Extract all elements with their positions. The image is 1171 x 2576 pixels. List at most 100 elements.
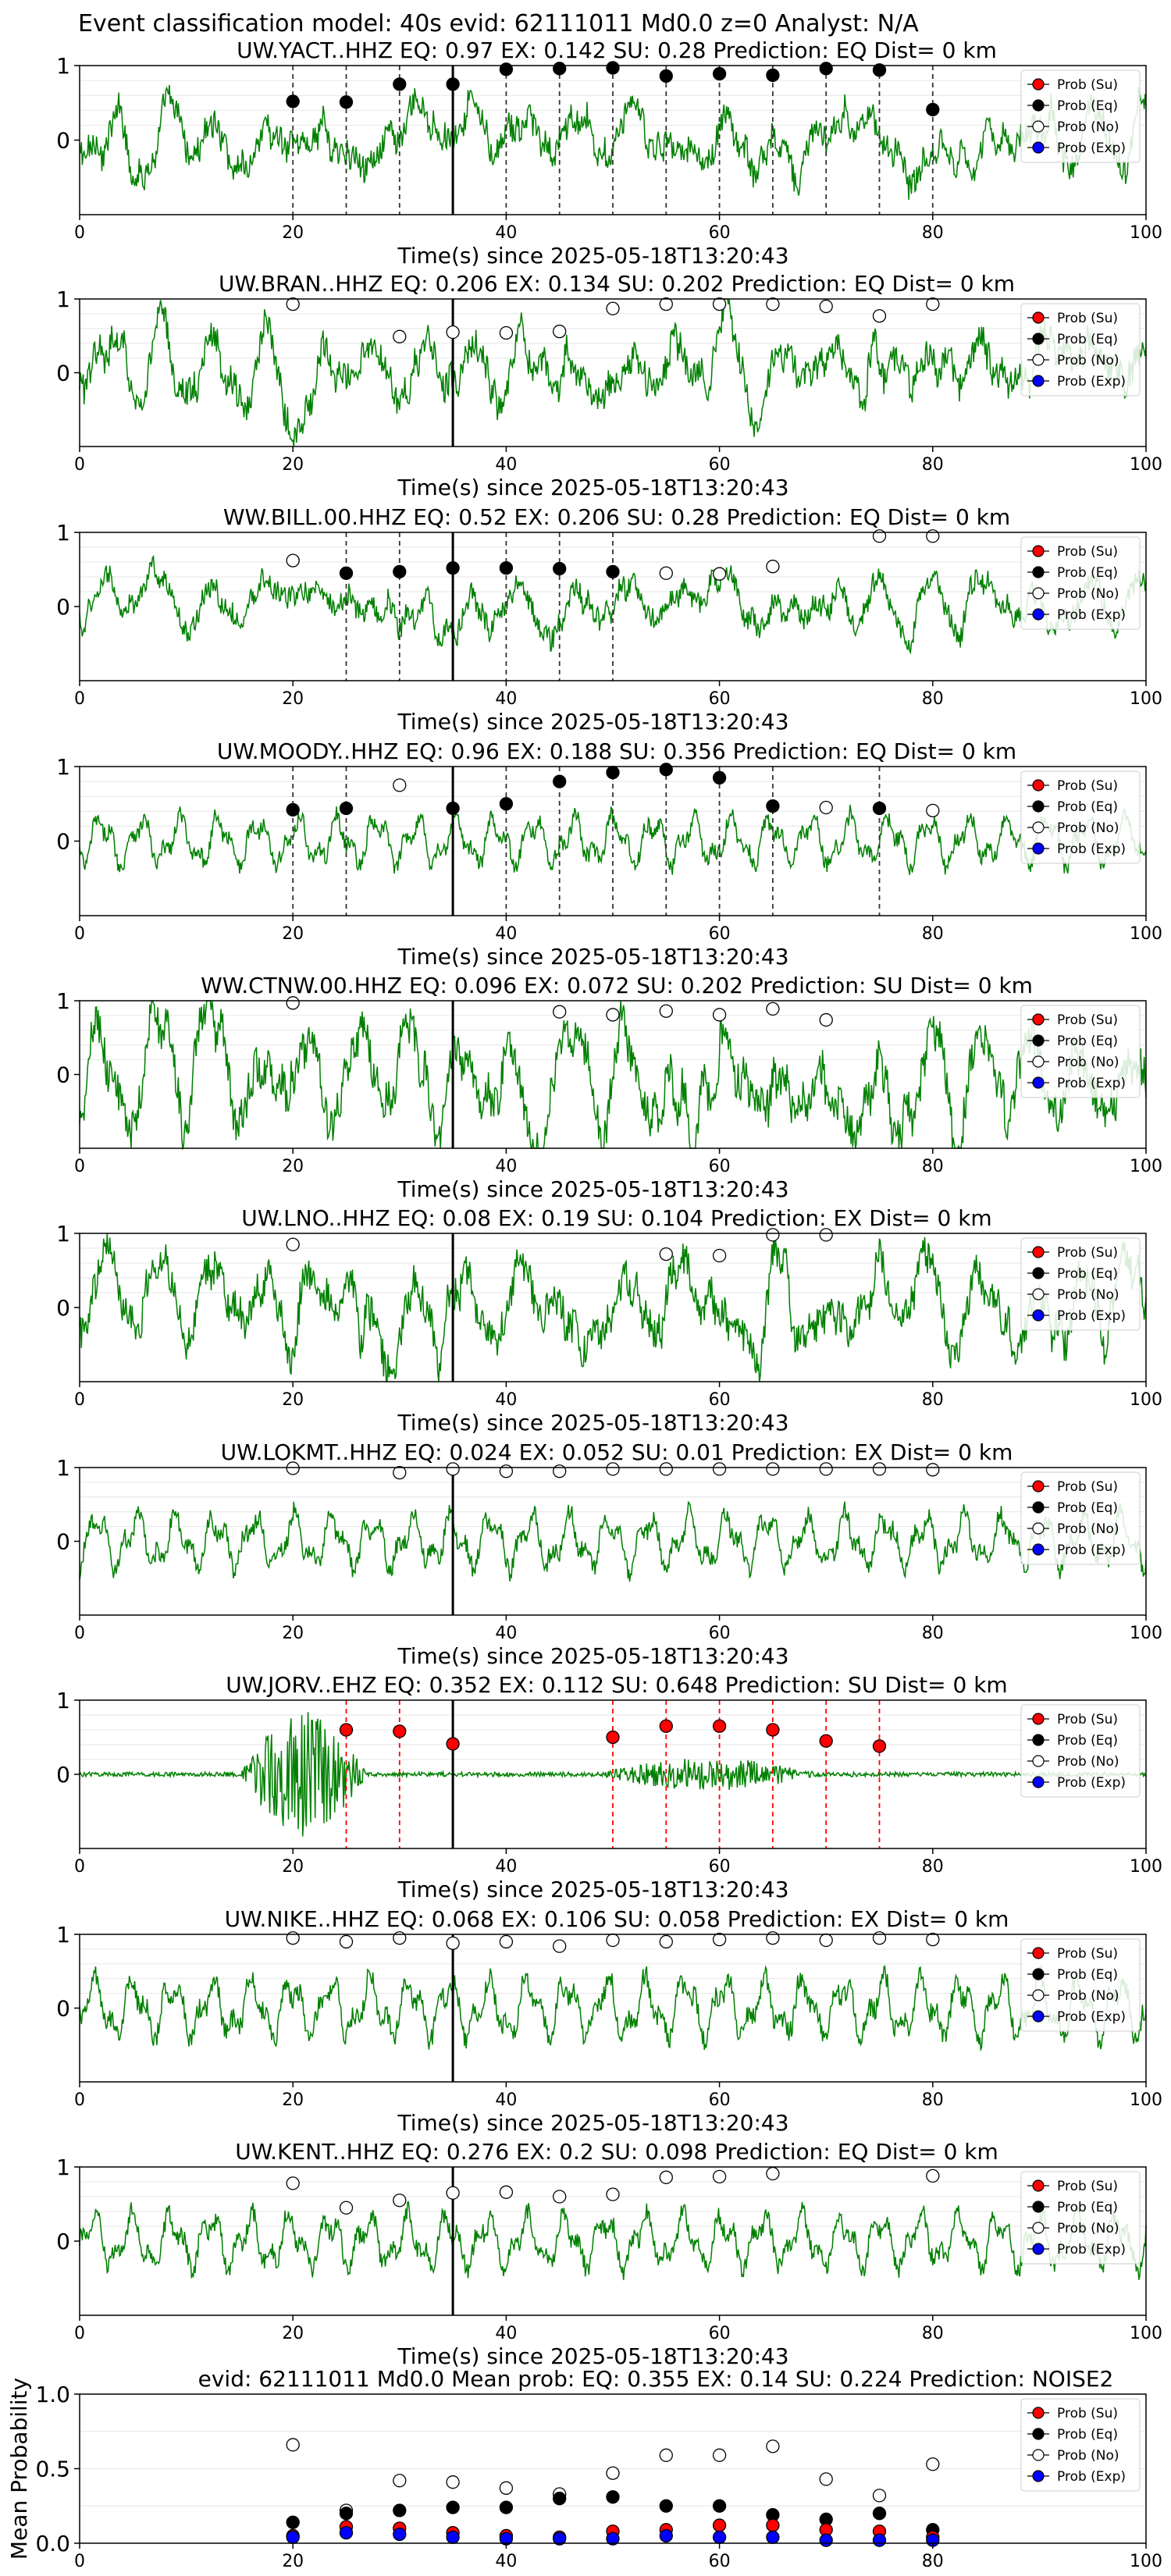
prob-point-no [926,803,940,817]
waveform-trace [79,1964,1147,2052]
subplot-2: UW.BRAN..HHZ EQ: 0.206 EX: 0.134 SU: 0.2… [56,271,1162,500]
prob-point-no [926,297,940,311]
x-tick-label: 0 [74,1624,85,1643]
legend-label-exp: Prob (Exp) [1057,1076,1126,1091]
prob-point-exp [712,2530,727,2545]
x-tick-label: 80 [922,2090,944,2110]
x-tick-label: 40 [495,1390,517,1410]
legend-label-no: Prob (No) [1057,353,1119,368]
legend-box [1020,2171,1141,2265]
legend: Prob (Su) Prob (Eq) Prob (No) Prob (Exp) [1020,303,1141,397]
legend-marker-exp [1032,141,1045,154]
x-tick-label: 20 [282,1857,304,1877]
legend-label-no: Prob (No) [1057,2221,1119,2236]
y-tick-label: 0 [56,829,70,855]
prob-point-no [872,529,887,543]
prob-point-eq [553,2492,567,2506]
prob-point-no [926,1932,940,1947]
prob-point-eq [499,797,514,811]
legend-marker-su [1032,311,1045,324]
waveform-trace [79,804,1147,875]
prob-point-eq [659,763,673,777]
y-tick-label: 0 [56,1062,70,1088]
y-tick-label: 1 [56,520,70,546]
legend-marker-no [1032,120,1045,133]
prob-point-eq [286,802,300,817]
x-axis-label: Time(s) since 2025-05-18T13:20:43 [397,2110,788,2136]
legend-label-su: Prob (Su) [1057,1946,1118,1962]
prob-point-no [446,1936,460,1950]
legend-box [1020,1704,1141,1798]
prob-point-eq [712,770,727,785]
prob-point-eq [339,801,354,816]
prob-point-eq [766,68,780,83]
prob-point-eq [712,66,727,81]
prob-point-no [766,2166,780,2181]
x-tick-label: 0 [74,1157,85,1176]
prob-point-no [819,1228,833,1242]
x-tick-label: 20 [282,223,304,243]
legend-label-su: Prob (Su) [1057,1012,1118,1028]
x-tick-label: 0 [74,1857,85,1877]
legend-marker-exp [1032,2010,1045,2023]
prob-point-no [553,1939,567,1953]
legend-label-no: Prob (No) [1057,2448,1119,2464]
legend-label-eq: Prob (Eq) [1057,799,1118,815]
x-tick-label: 100 [1130,1390,1162,1410]
prob-point-eq [499,62,514,76]
x-tick-label: 40 [495,1857,517,1877]
x-tick-label: 80 [922,1390,944,1410]
x-tick-label: 40 [495,924,517,944]
prob-point-eq [819,62,833,76]
x-tick-label: 100 [1130,1857,1162,1877]
legend-label-exp: Prob (Exp) [1057,1542,1126,1558]
x-tick-label: 20 [282,1390,304,1410]
legend-marker-su [1032,1480,1045,1493]
legend-box [1020,536,1141,630]
x-tick-label: 0 [74,2324,85,2343]
prob-point-no [606,1933,620,1948]
y-tick-label: 1 [56,2154,70,2180]
x-axis-label: Time(s) since 2025-05-18T13:20:43 [397,1410,788,1436]
x-tick-label: 60 [709,2090,731,2110]
prob-point-eq [393,564,407,578]
subplot-7: UW.LOKMT..HHZ EQ: 0.024 EX: 0.052 SU: 0.… [56,1439,1162,1669]
prob-point-eq [606,61,620,75]
legend: Prob (Su) Prob (Eq) Prob (No) Prob (Exp) [1020,1005,1141,1098]
prob-point-no [659,297,673,311]
prob-point-eq [872,801,887,816]
prob-point-eq [446,77,460,91]
prob-point-no [606,2187,620,2201]
legend-label-su: Prob (Su) [1057,2406,1118,2421]
x-tick-label: 40 [495,1157,517,1176]
prob-point-su [659,1719,673,1733]
prob-point-su [712,2518,727,2532]
prob-point-no [606,1008,620,1022]
prob-point-no [659,2448,673,2462]
legend: Prob (Su) Prob (Eq) Prob (No) Prob (Exp) [1020,1471,1141,1565]
prob-point-no [339,1934,354,1949]
legend-box [1020,1005,1141,1098]
legend-marker-eq [1032,2428,1045,2440]
prob-point-no [606,301,620,315]
prob-point-no [286,1931,300,1945]
prob-point-eq [553,62,567,76]
prob-point-eq [446,560,460,575]
prob-point-eq [286,94,300,109]
y-tick-label: 1 [56,988,70,1014]
x-tick-label: 80 [922,1624,944,1643]
x-tick-label: 60 [709,1624,731,1643]
subplot-10: UW.KENT..HHZ EQ: 0.276 EX: 0.2 SU: 0.098… [56,2139,1162,2369]
legend-label-eq: Prob (Eq) [1057,332,1118,347]
x-tick-label: 80 [922,2324,944,2343]
legend-label-no: Prob (No) [1057,586,1119,602]
x-axis-label: Time(s) since 2025-05-18T13:20:43 [397,1176,788,1202]
legend-box [1020,1237,1141,1331]
x-tick-label: 40 [495,455,517,475]
legend-marker-eq [1032,333,1045,345]
prob-point-no [712,2448,727,2462]
x-tick-label: 40 [495,1624,517,1643]
legend-label-exp: Prob (Exp) [1057,1775,1126,1791]
prob-point-no [819,1012,833,1027]
waveform-trace [79,2201,1147,2280]
